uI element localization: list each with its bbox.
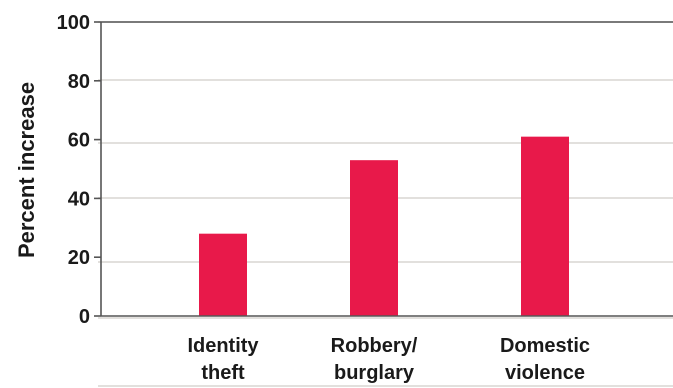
y-tick-label: 40 bbox=[68, 188, 90, 210]
bar-2 bbox=[521, 136, 569, 316]
y-axis-label: Percent increase bbox=[14, 82, 39, 258]
category-label: violence bbox=[505, 362, 585, 384]
bar-1 bbox=[350, 160, 398, 316]
bar-0 bbox=[199, 233, 247, 316]
category-label: burglary bbox=[334, 362, 415, 384]
y-ticks: 0 20 40 60 80 100 bbox=[57, 12, 101, 328]
y-tick-label: 0 bbox=[79, 306, 90, 328]
category-label: theft bbox=[201, 362, 245, 384]
bars bbox=[199, 136, 569, 316]
y-tick-label: 60 bbox=[68, 130, 90, 152]
y-tick-label: 20 bbox=[68, 247, 90, 269]
category-label: Identity bbox=[187, 335, 259, 357]
category-label: Robbery/ bbox=[331, 335, 418, 357]
category-labels: Identity theft Robbery/burglary Domestic vio… bbox=[187, 335, 590, 384]
y-tick-label: 80 bbox=[68, 71, 90, 93]
category-label: Domestic bbox=[500, 335, 590, 357]
y-tick-label: 100 bbox=[57, 12, 90, 34]
